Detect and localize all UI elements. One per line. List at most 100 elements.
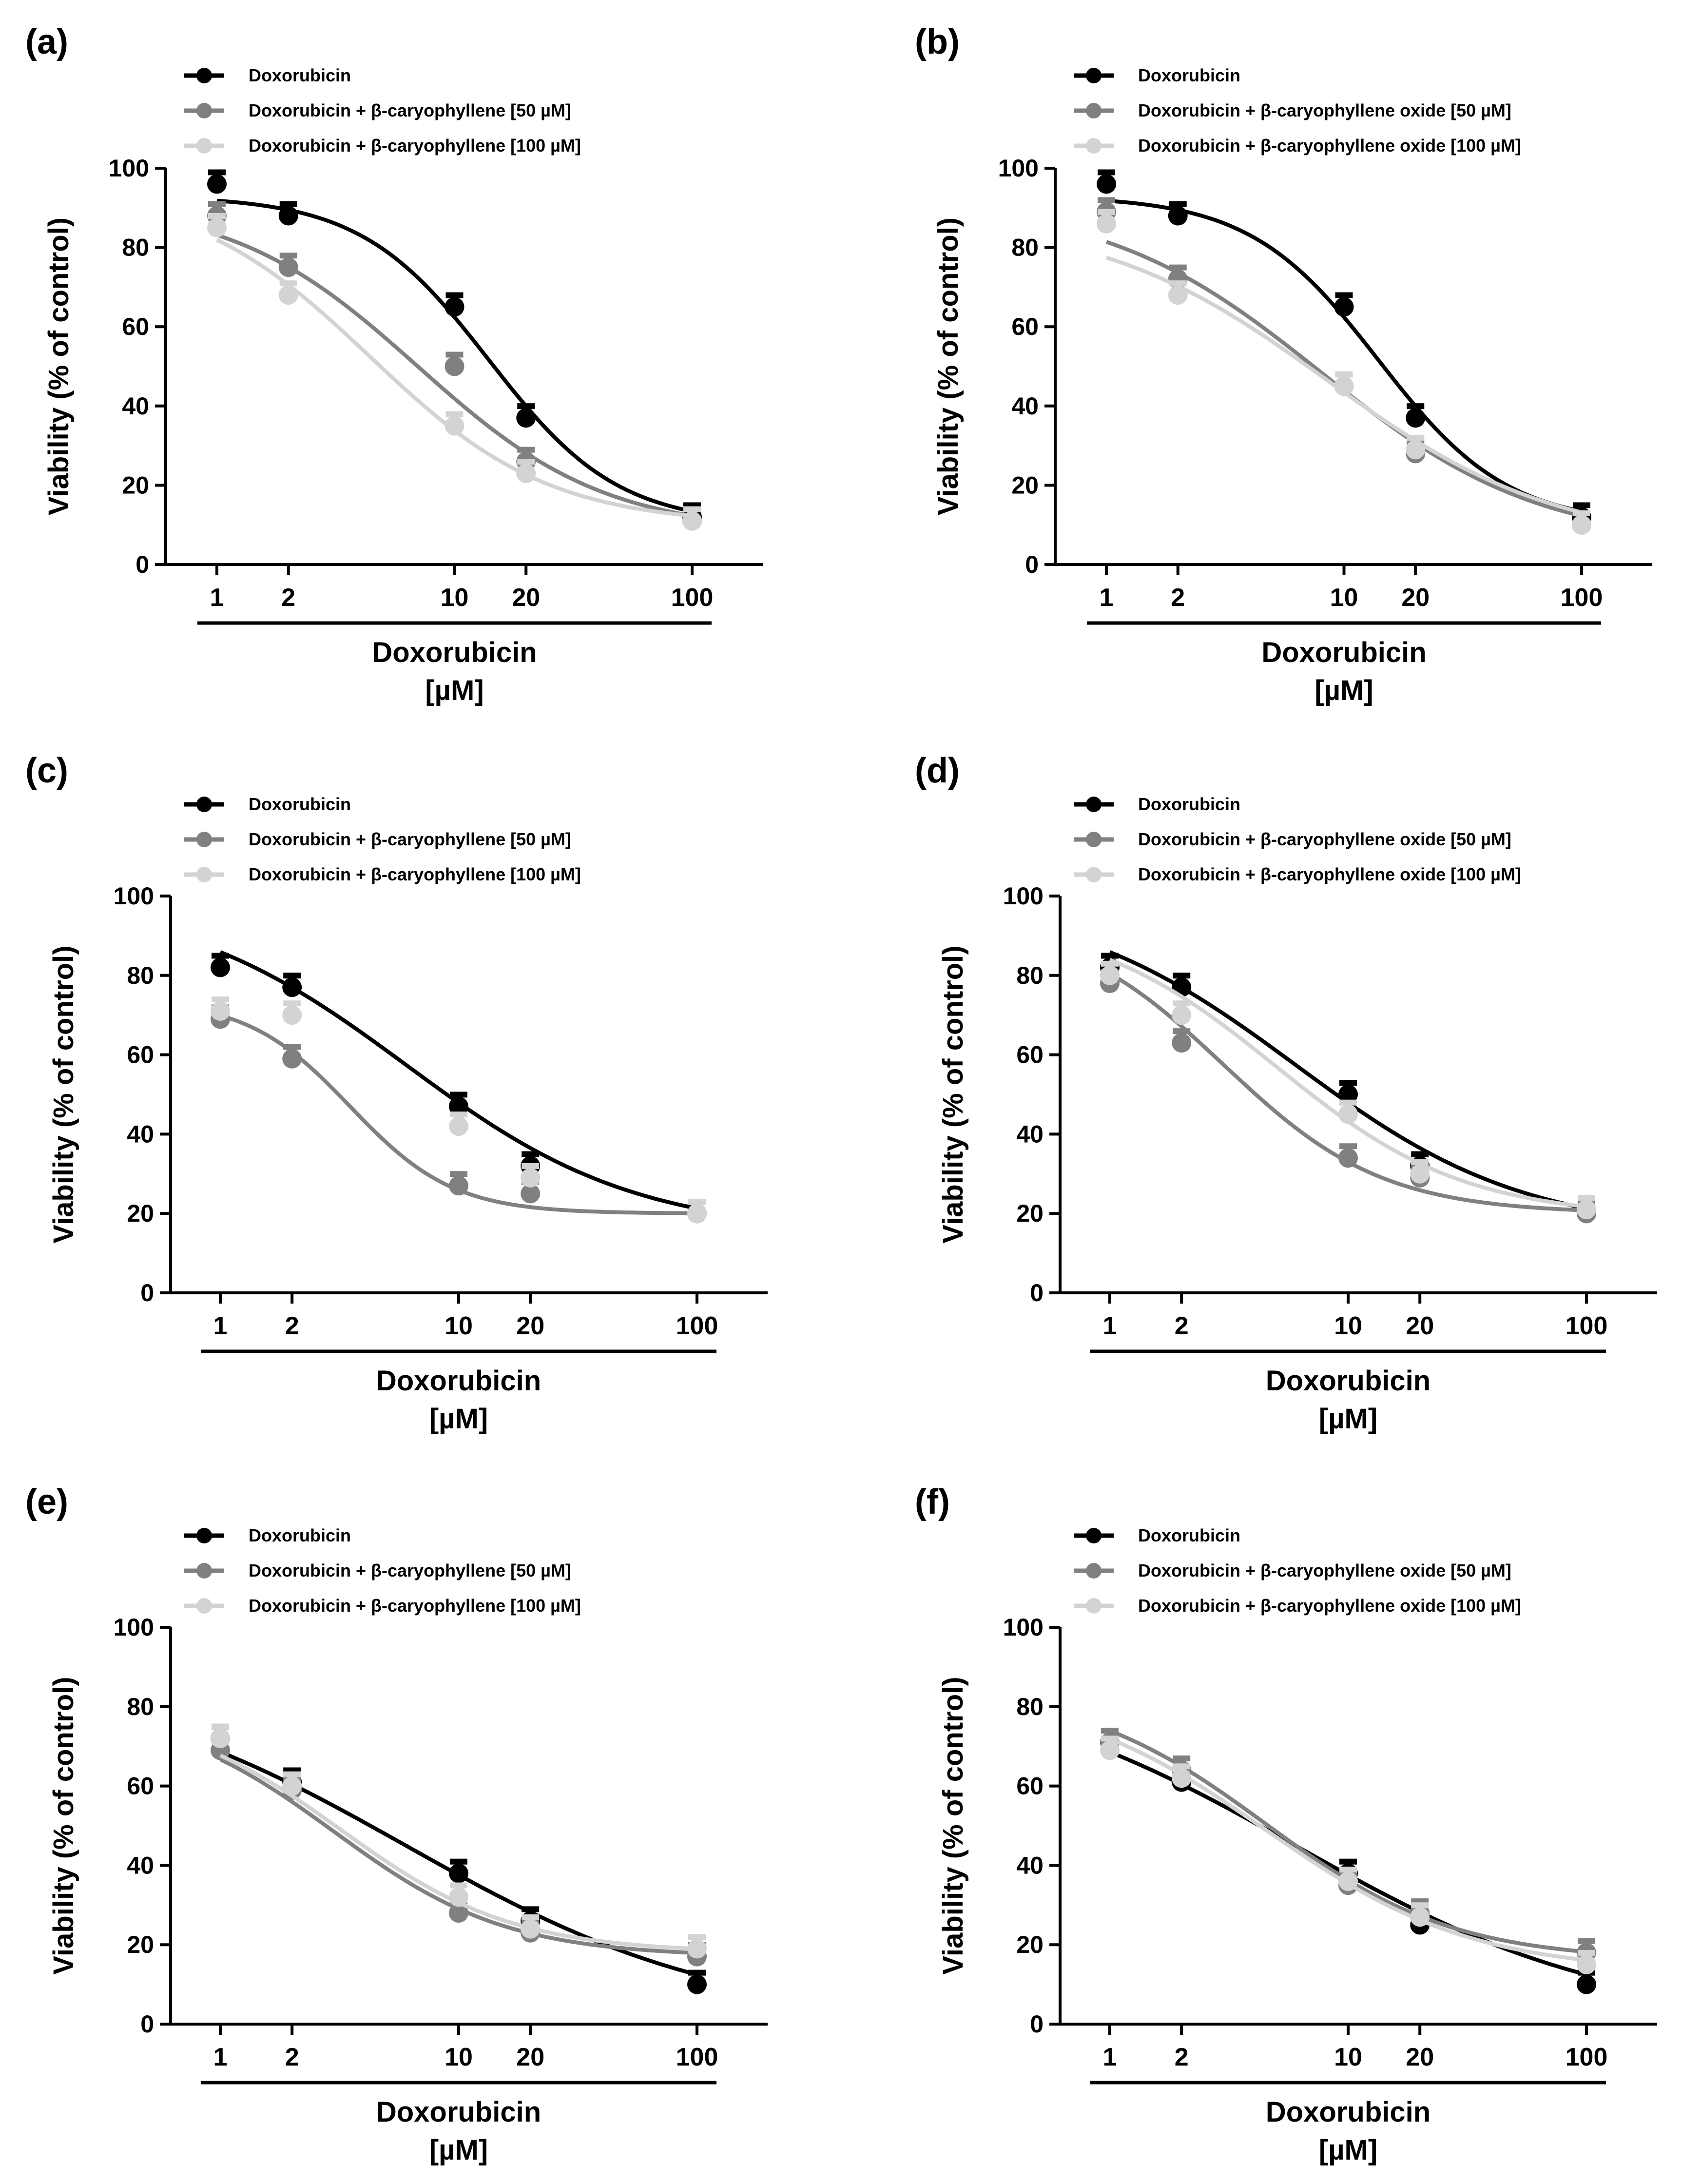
- legend-marker: [1086, 797, 1102, 812]
- panel-b: (b) Doxorubicin Doxorubicin + β-caryophyll…: [915, 22, 1652, 706]
- error-cap: [283, 973, 301, 979]
- x-tick-label: 20: [1406, 1312, 1434, 1340]
- legend-item-2: Doxorubicin + β-caryophyllene [100 µM]: [184, 136, 581, 156]
- error-cap: [283, 1000, 301, 1007]
- x-tick-label: 10: [1334, 2043, 1362, 2071]
- error-cap: [1173, 973, 1191, 979]
- point-marker: [521, 1168, 541, 1188]
- legend: Doxorubicin Doxorubicin + β-caryophyllene…: [184, 794, 581, 884]
- x-tick-label: 10: [445, 1312, 473, 1340]
- x-tick-label: 2: [1171, 584, 1185, 612]
- legend-marker: [1086, 68, 1102, 83]
- error-cap: [1407, 435, 1425, 441]
- error-cap: [1101, 1728, 1119, 1734]
- error-cap: [212, 996, 229, 1003]
- y-tick-label: 60: [127, 1773, 154, 1800]
- legend-label: Doxorubicin: [1138, 794, 1240, 814]
- x-tick-label: 1: [1103, 1312, 1117, 1340]
- legend: Doxorubicin Doxorubicin + β-caryophyllene…: [184, 65, 581, 156]
- y-axis-title: Viability (% of control): [932, 217, 964, 515]
- x-tick-label: 20: [516, 1312, 544, 1340]
- y-tick-label: 40: [127, 1120, 154, 1148]
- y-tick-label: 20: [127, 1931, 154, 1958]
- error-cap: [212, 1723, 229, 1730]
- point-marker: [1406, 440, 1426, 460]
- y-tick-label: 0: [1025, 551, 1039, 578]
- legend-item-2: Doxorubicin + β-caryophyllene [100 µM]: [184, 1596, 581, 1616]
- x-tick-label: 1: [213, 1312, 228, 1340]
- data-point: [1334, 371, 1354, 396]
- error-cap: [208, 213, 226, 219]
- data-point: [516, 459, 536, 484]
- data-point: [449, 1092, 468, 1116]
- legend-item-1: Doxorubicin + β-caryophyllene [50 µM]: [184, 829, 571, 849]
- error-cap: [1173, 1763, 1191, 1770]
- legend: Doxorubicin Doxorubicin + β-caryophyllene…: [1074, 1525, 1521, 1616]
- panel-c: (c) Doxorubicin Doxorubicin + β-caryophyll…: [25, 751, 768, 1435]
- x-tick-label: 1: [1100, 584, 1114, 612]
- series-0: [1097, 169, 1591, 527]
- data-point: [449, 1112, 468, 1136]
- error-cap: [522, 1914, 540, 1920]
- panel-e: (e) Doxorubicin Doxorubicin + β-caryophyll…: [25, 1482, 768, 2166]
- error-cap: [1573, 510, 1590, 516]
- error-cap: [450, 1858, 467, 1865]
- error-cap: [517, 403, 535, 410]
- legend-label: Doxorubicin + β-caryophyllene [50 µM]: [249, 1560, 571, 1580]
- data-point: [1406, 403, 1426, 428]
- error-cap: [517, 447, 535, 453]
- series-1: [1100, 1728, 1596, 1963]
- panel-label: (c): [25, 751, 68, 790]
- y-tick-label: 80: [127, 962, 154, 989]
- x-tick-label: 1: [210, 584, 224, 612]
- legend-label: Doxorubicin: [249, 1525, 351, 1545]
- error-cap: [1339, 1080, 1357, 1086]
- legend-marker: [196, 867, 212, 882]
- series-2: [1100, 1736, 1596, 1974]
- data-point: [687, 1970, 707, 1994]
- point-marker: [1100, 965, 1120, 985]
- y-axis-title: Viability (% of control): [43, 217, 75, 515]
- error-cap: [279, 253, 297, 259]
- x-tick-label: 10: [445, 2043, 473, 2071]
- legend-label: Doxorubicin: [249, 794, 351, 814]
- point-marker: [682, 511, 702, 531]
- point-marker: [1168, 206, 1188, 226]
- error-cap: [445, 411, 464, 417]
- y-tick-label: 100: [998, 155, 1039, 182]
- legend-item-1: Doxorubicin + β-caryophyllene oxide [50 …: [1074, 829, 1511, 849]
- data-point: [278, 201, 298, 226]
- error-cap: [450, 1882, 467, 1889]
- y-tick-label: 100: [1003, 1614, 1044, 1641]
- point-marker: [521, 1919, 541, 1939]
- data-point: [1168, 201, 1188, 226]
- point-marker: [449, 1887, 468, 1907]
- error-cap: [1578, 1950, 1595, 1956]
- y-tick-label: 60: [1011, 313, 1039, 340]
- point-marker: [445, 416, 464, 436]
- data-point: [1338, 1080, 1358, 1104]
- y-tick-label: 20: [1016, 1931, 1044, 1958]
- error-cap: [1411, 1902, 1429, 1909]
- data-point: [687, 1199, 707, 1224]
- legend-label: Doxorubicin: [1138, 1525, 1240, 1545]
- legend-marker: [1086, 138, 1102, 154]
- y-tick-label: 40: [127, 1852, 154, 1879]
- error-cap: [283, 1771, 301, 1777]
- data-point: [207, 169, 227, 194]
- y-tick-label: 100: [1003, 882, 1044, 910]
- series-2: [211, 996, 707, 1224]
- error-cap: [1101, 960, 1119, 967]
- x-tick-label: 100: [671, 584, 714, 612]
- point-marker: [449, 1863, 468, 1883]
- error-cap: [1098, 197, 1115, 203]
- plot-area: [207, 169, 702, 531]
- data-point: [1100, 1736, 1120, 1760]
- legend-marker: [196, 797, 212, 812]
- point-marker: [282, 1776, 302, 1796]
- point-marker: [1097, 174, 1116, 194]
- point-marker: [1172, 1033, 1192, 1053]
- x-tick-label: 100: [1561, 584, 1603, 612]
- x-axis-unit: [µM]: [429, 1403, 488, 1435]
- data-point: [682, 506, 702, 531]
